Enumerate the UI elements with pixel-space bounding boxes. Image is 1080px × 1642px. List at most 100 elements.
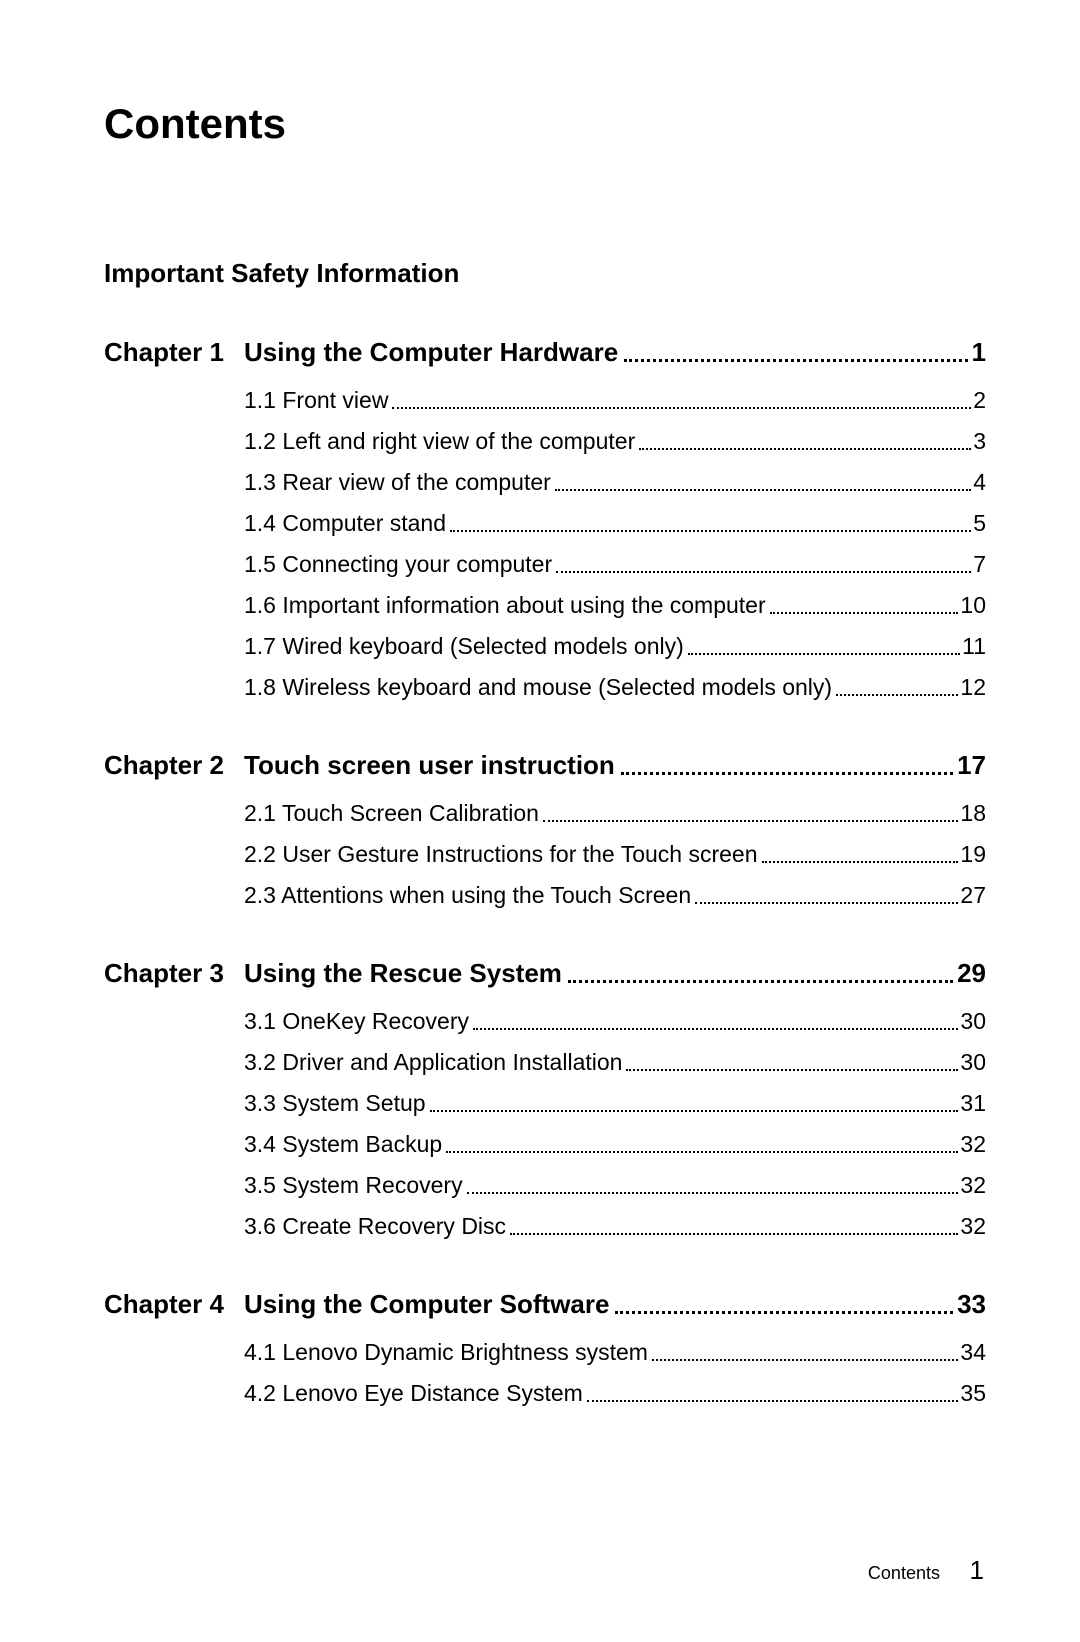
section-row: 2.1 Touch Screen Calibration 18 [244, 793, 986, 834]
leader-dots [446, 1135, 958, 1153]
section-title: 3.3 System Setup [244, 1090, 426, 1117]
section-title: 1.3 Rear view of the computer [244, 469, 551, 496]
section-title: 1.2 Left and right view of the computer [244, 428, 635, 455]
chapter-page-number: 1 [972, 337, 986, 368]
section-page-number: 32 [960, 1213, 986, 1240]
section-row: 3.5 System Recovery 32 [244, 1165, 986, 1206]
section-row: 2.3 Attentions when using the Touch Scre… [244, 875, 986, 916]
chapter-title-wrap: Using the Computer Software 33 [244, 1289, 986, 1320]
section-title: 3.1 OneKey Recovery [244, 1008, 469, 1035]
section-title: 2.1 Touch Screen Calibration [244, 800, 539, 827]
chapter-page-number: 33 [957, 1289, 986, 1320]
sections-list: 1.1 Front view 2 1.2 Left and right view o… [244, 380, 986, 708]
section-page-number: 18 [960, 800, 986, 827]
section-title: 4.1 Lenovo Dynamic Brightness system [244, 1339, 648, 1366]
leader-dots [430, 1094, 959, 1112]
section-row: 2.2 User Gesture Instructions for the To… [244, 834, 986, 875]
leader-dots [624, 341, 967, 362]
section-title: 3.6 Create Recovery Disc [244, 1213, 506, 1240]
section-row: 1.6 Important information about using th… [244, 585, 986, 626]
leader-dots [652, 1343, 958, 1361]
section-title: 1.1 Front view [244, 387, 388, 414]
chapter-title-wrap: Touch screen user instruction 17 [244, 750, 986, 781]
section-row: 1.4 Computer stand 5 [244, 503, 986, 544]
section-row: 3.2 Driver and Application Installation … [244, 1042, 986, 1083]
toc-body: Chapter 1Using the Computer Hardware1 1.1… [104, 337, 986, 1414]
page-title: Contents [104, 100, 986, 148]
section-row: 3.4 System Backup 32 [244, 1124, 986, 1165]
safety-heading: Important Safety Information [104, 258, 986, 289]
section-page-number: 34 [960, 1339, 986, 1366]
section-row: 1.7 Wired keyboard (Selected models only… [244, 626, 986, 667]
leader-dots [836, 678, 958, 696]
leader-dots [555, 473, 971, 491]
section-title: 3.4 System Backup [244, 1131, 442, 1158]
section-page-number: 3 [973, 428, 986, 455]
section-row: 3.3 System Setup 31 [244, 1083, 986, 1124]
section-title: 3.2 Driver and Application Installation [244, 1049, 622, 1076]
section-row: 3.1 OneKey Recovery 30 [244, 1001, 986, 1042]
chapter-row: Chapter 3Using the Rescue System 29 [104, 958, 986, 989]
chapter-page-number: 29 [957, 958, 986, 989]
chapter-title: Using the Rescue System [244, 958, 562, 989]
leader-dots [510, 1217, 958, 1235]
section-page-number: 12 [960, 674, 986, 701]
chapter-title: Using the Computer Software [244, 1289, 609, 1320]
section-title: 1.8 Wireless keyboard and mouse (Selecte… [244, 674, 832, 701]
section-page-number: 4 [973, 469, 986, 496]
leader-dots [556, 555, 971, 573]
section-row: 1.2 Left and right view of the computer … [244, 421, 986, 462]
sections-list: 3.1 OneKey Recovery 30 3.2 Driver and Appl… [244, 1001, 986, 1247]
chapter-label: Chapter 4 [104, 1289, 244, 1320]
section-page-number: 5 [973, 510, 986, 537]
section-title: 1.5 Connecting your computer [244, 551, 552, 578]
page-footer: Contents 1 [868, 1555, 984, 1586]
section-row: 3.6 Create Recovery Disc 32 [244, 1206, 986, 1247]
section-page-number: 27 [960, 882, 986, 909]
leader-dots [587, 1384, 959, 1402]
leader-dots [695, 886, 958, 904]
leader-dots [639, 432, 971, 450]
section-page-number: 2 [973, 387, 986, 414]
chapter-row: Chapter 4Using the Computer Software 33 [104, 1289, 986, 1320]
section-row: 1.8 Wireless keyboard and mouse (Selecte… [244, 667, 986, 708]
section-title: 3.5 System Recovery [244, 1172, 463, 1199]
leader-dots [762, 845, 959, 863]
section-page-number: 32 [960, 1131, 986, 1158]
section-page-number: 32 [960, 1172, 986, 1199]
leader-dots [450, 514, 971, 532]
section-page-number: 11 [962, 633, 986, 660]
section-title: 1.4 Computer stand [244, 510, 446, 537]
section-row: 4.1 Lenovo Dynamic Brightness system 34 [244, 1332, 986, 1373]
section-page-number: 7 [973, 551, 986, 578]
chapter-title-wrap: Using the Rescue System 29 [244, 958, 986, 989]
chapter-label: Chapter 1 [104, 337, 244, 368]
footer-page-number: 1 [970, 1555, 984, 1585]
section-title: 2.2 User Gesture Instructions for the To… [244, 841, 758, 868]
leader-dots [543, 804, 958, 822]
sections-list: 2.1 Touch Screen Calibration 18 2.2 User G… [244, 793, 986, 916]
chapter-row: Chapter 2Touch screen user instruction 1… [104, 750, 986, 781]
chapter-title: Touch screen user instruction [244, 750, 615, 781]
section-page-number: 35 [960, 1380, 986, 1407]
chapter-page-number: 17 [957, 750, 986, 781]
section-title: 2.3 Attentions when using the Touch Scre… [244, 882, 691, 909]
section-page-number: 10 [960, 592, 986, 619]
leader-dots [626, 1053, 958, 1071]
chapter-title-wrap: Using the Computer Hardware1 [244, 337, 986, 368]
section-title: 1.6 Important information about using th… [244, 592, 766, 619]
leader-dots [467, 1176, 959, 1194]
section-row: 1.3 Rear view of the computer 4 [244, 462, 986, 503]
section-row: 1.5 Connecting your computer 7 [244, 544, 986, 585]
footer-label: Contents [868, 1563, 940, 1583]
section-page-number: 30 [960, 1008, 986, 1035]
section-row: 1.1 Front view 2 [244, 380, 986, 421]
leader-dots [688, 637, 960, 655]
chapter-row: Chapter 1Using the Computer Hardware1 [104, 337, 986, 368]
page: Contents Important Safety Information Ch… [0, 0, 1080, 1642]
leader-dots [615, 1293, 953, 1314]
section-row: 4.2 Lenovo Eye Distance System 35 [244, 1373, 986, 1414]
section-page-number: 19 [960, 841, 986, 868]
section-page-number: 31 [960, 1090, 986, 1117]
section-title: 1.7 Wired keyboard (Selected models only… [244, 633, 684, 660]
